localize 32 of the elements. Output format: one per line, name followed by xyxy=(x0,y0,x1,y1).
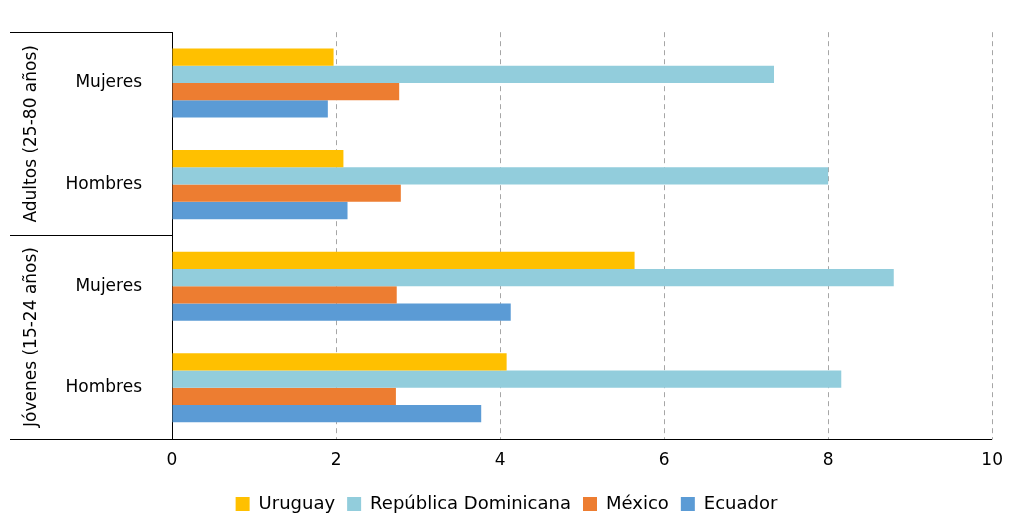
x-tick-label: 6 xyxy=(658,449,670,470)
bar xyxy=(172,167,829,185)
x-tick-label: 2 xyxy=(330,449,342,470)
x-tick-label: 8 xyxy=(822,449,834,470)
bar xyxy=(172,370,842,388)
bar xyxy=(172,286,397,304)
legend-label: Ecuador xyxy=(703,491,778,513)
x-tick-label: 0 xyxy=(166,449,178,470)
bar xyxy=(172,100,328,118)
bar xyxy=(172,268,894,287)
bar xyxy=(172,150,344,168)
bar xyxy=(172,303,511,321)
bar xyxy=(172,251,635,269)
bar xyxy=(172,405,482,423)
bar xyxy=(172,83,400,101)
y-tick-label: Mujeres xyxy=(75,71,143,92)
legend-label: Uruguay xyxy=(258,491,336,513)
bar xyxy=(172,65,775,83)
x-tick-label: 10 xyxy=(981,449,1003,470)
bar xyxy=(172,184,401,202)
text: Jóvenes (15-24 años) xyxy=(20,247,41,428)
text: Adultos (25-80 años) xyxy=(20,45,41,223)
y-tick-label: Hombres xyxy=(65,173,143,194)
x-tick-label: 4 xyxy=(494,449,506,470)
bar xyxy=(172,353,507,371)
legend-label: México xyxy=(605,491,669,513)
y-tick-label: Mujeres xyxy=(75,274,143,295)
bar xyxy=(172,387,396,406)
y-tick-label: Hombres xyxy=(65,376,143,397)
bar xyxy=(172,48,334,66)
legend-label: República Dominicana xyxy=(370,491,571,513)
bar xyxy=(172,201,348,220)
